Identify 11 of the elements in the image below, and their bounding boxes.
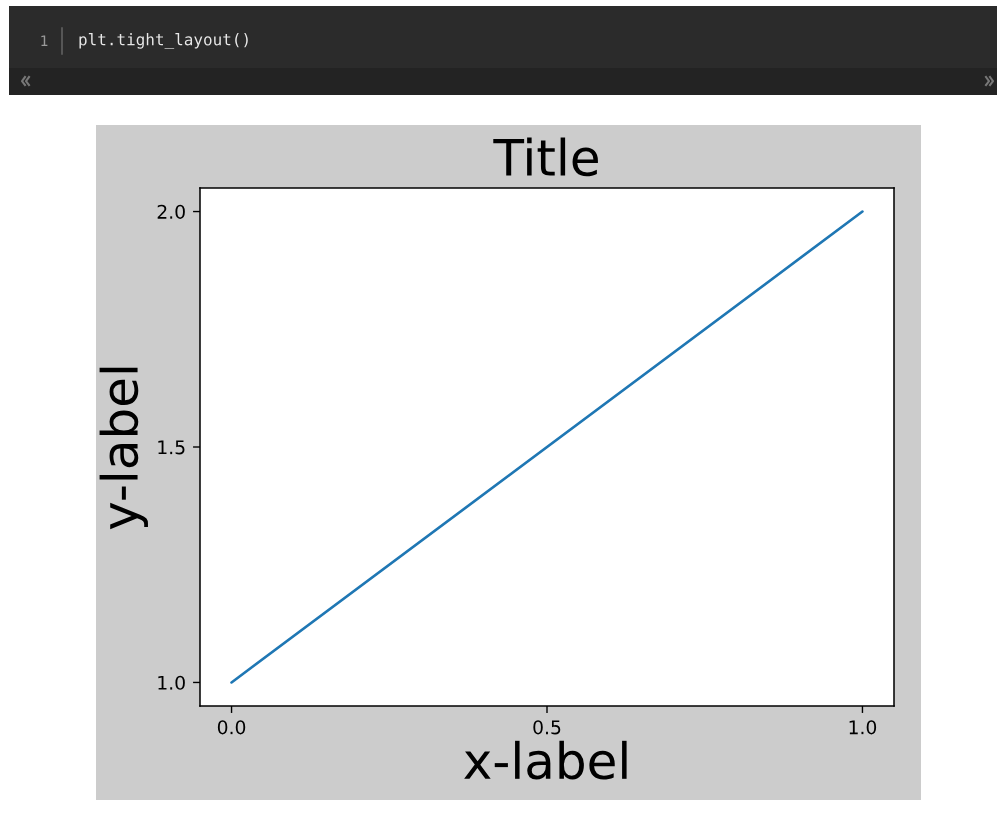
y-tick-label: 1.0: [158, 675, 185, 690]
chart-title: Title: [493, 137, 598, 177]
y-tick-label: 1.5: [158, 440, 185, 455]
text: plt.tight_layout(): [79, 33, 248, 49]
x-axis-title: x-label: [464, 740, 627, 780]
x-tick-label: 1.0: [849, 720, 877, 735]
y-tick-label: 2.0: [157, 204, 185, 219]
x-tick-label: 0.5: [533, 720, 561, 735]
y-axis-title: y-label: [99, 367, 148, 530]
text: 1: [41, 35, 48, 47]
x-tick-label: 0.0: [217, 720, 246, 735]
